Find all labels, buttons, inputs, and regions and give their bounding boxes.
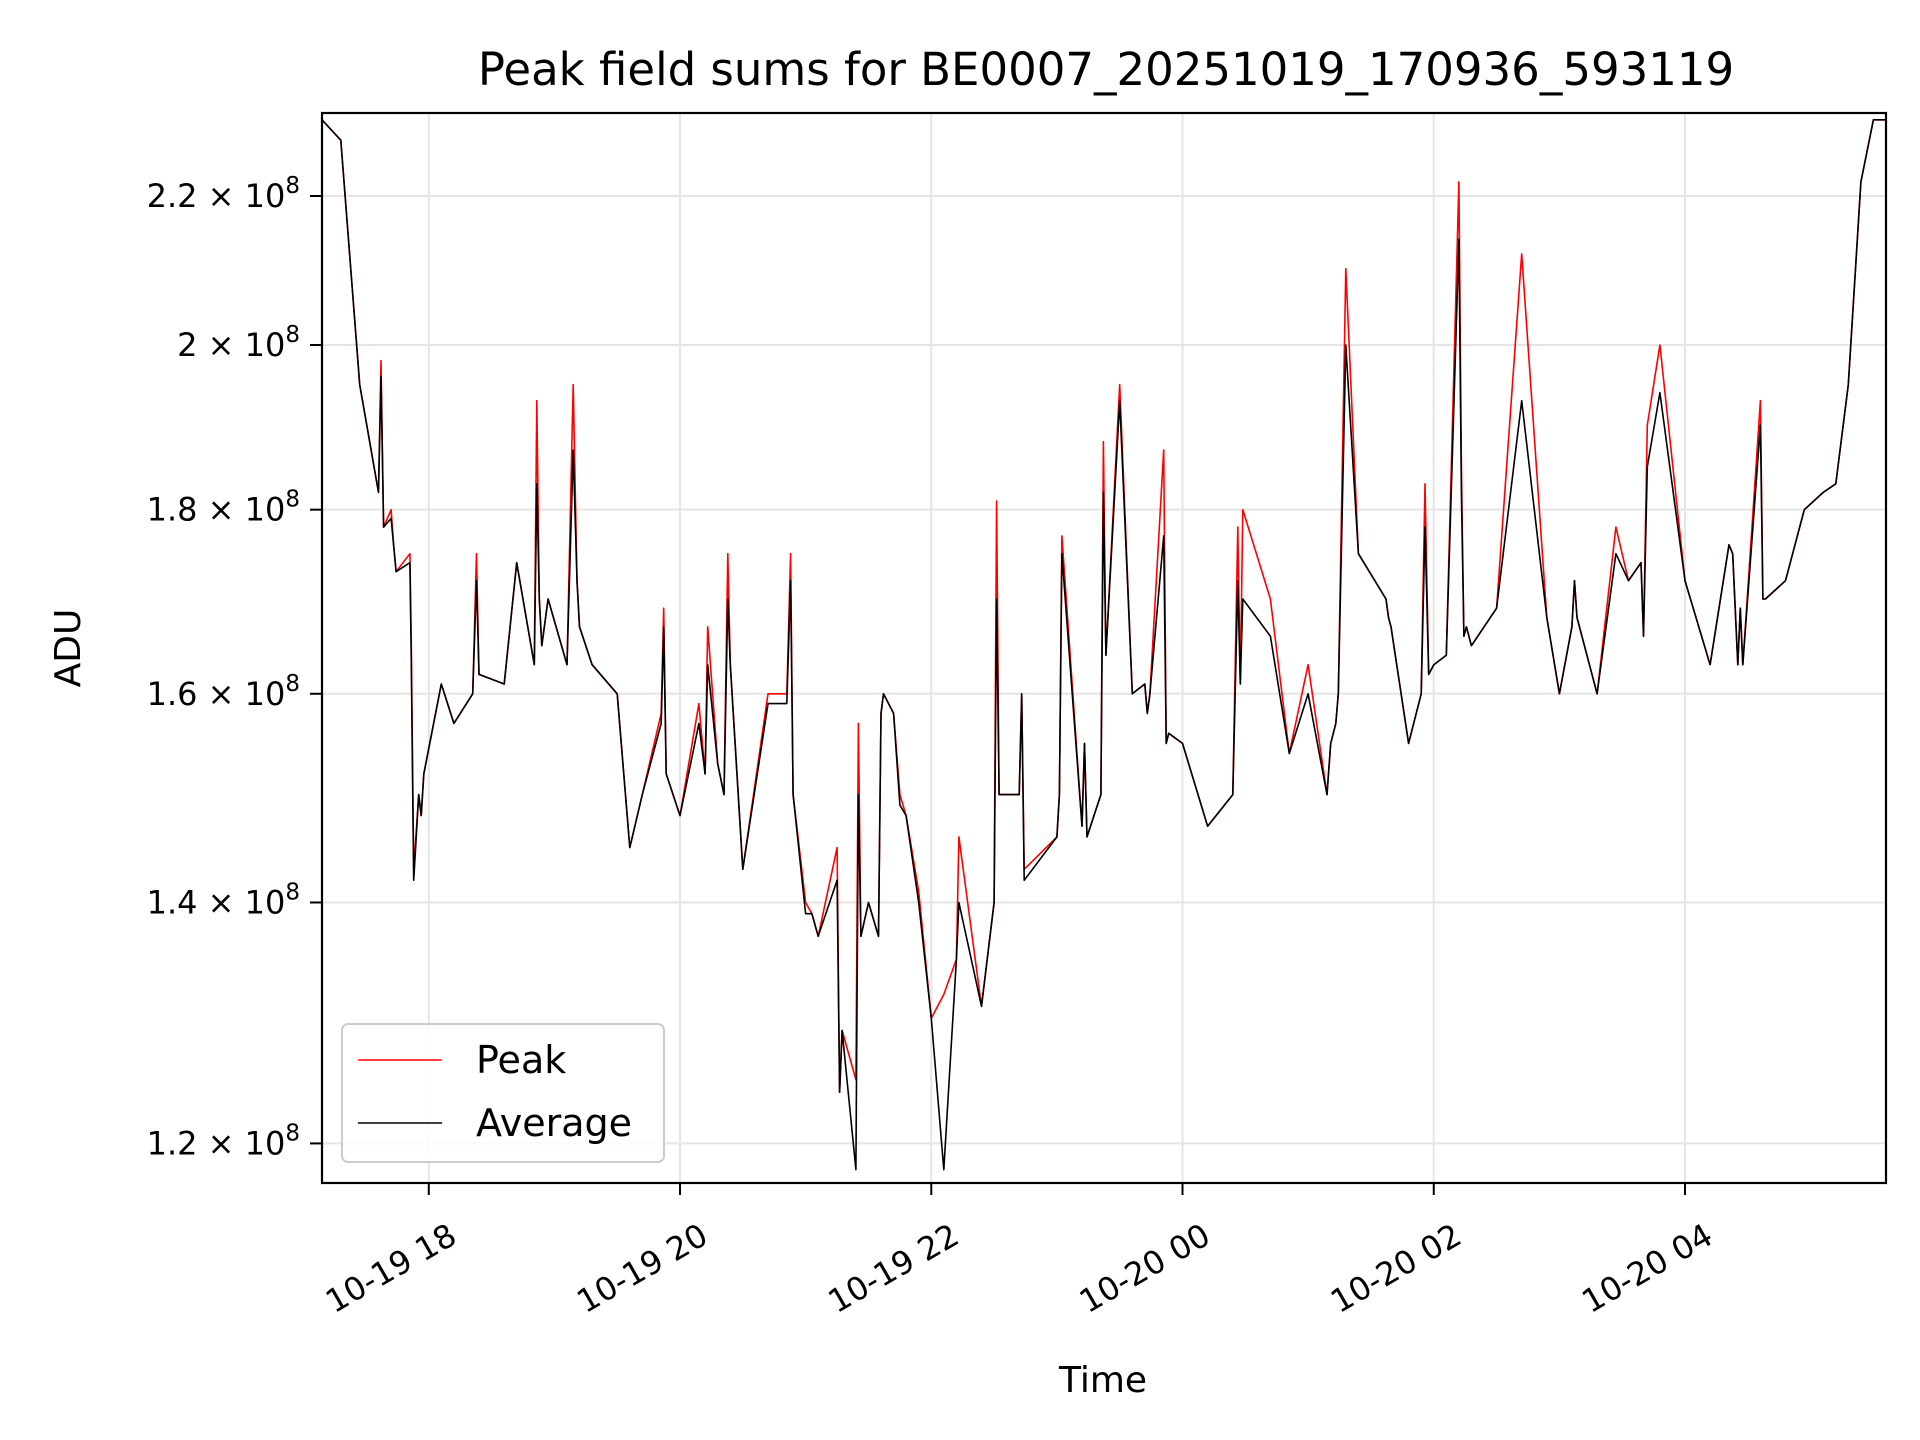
y-tick-label: 1.4 × 108 xyxy=(147,879,300,921)
y-axis-title: ADU xyxy=(48,609,89,688)
y-axis: 1.2 × 108 1.4 × 108 1.6 × 108 1.8 × 108 2 × … xyxy=(147,173,322,1162)
legend-average-label: Average xyxy=(476,1101,632,1145)
plot-frame xyxy=(320,111,1888,1185)
legend: Peak Average xyxy=(341,1023,665,1163)
series-layer xyxy=(322,119,1886,1171)
y-tick-label: 2.2 × 108 xyxy=(147,173,300,215)
y-tick-label: 1.2 × 108 xyxy=(147,1120,300,1162)
y-tick-label: 1.6 × 108 xyxy=(147,671,300,713)
y-tick-label: 1.8 × 108 xyxy=(147,487,300,529)
chart-title: Peak field sums for BE0007_20251019_1709… xyxy=(478,43,1734,96)
legend-peak-label: Peak xyxy=(476,1038,566,1082)
y-tick-label: 2 × 108 xyxy=(177,322,300,364)
series-line-average xyxy=(322,119,1886,1171)
legend-box xyxy=(341,1023,665,1163)
x-axis-title: Time xyxy=(1058,1360,1147,1401)
